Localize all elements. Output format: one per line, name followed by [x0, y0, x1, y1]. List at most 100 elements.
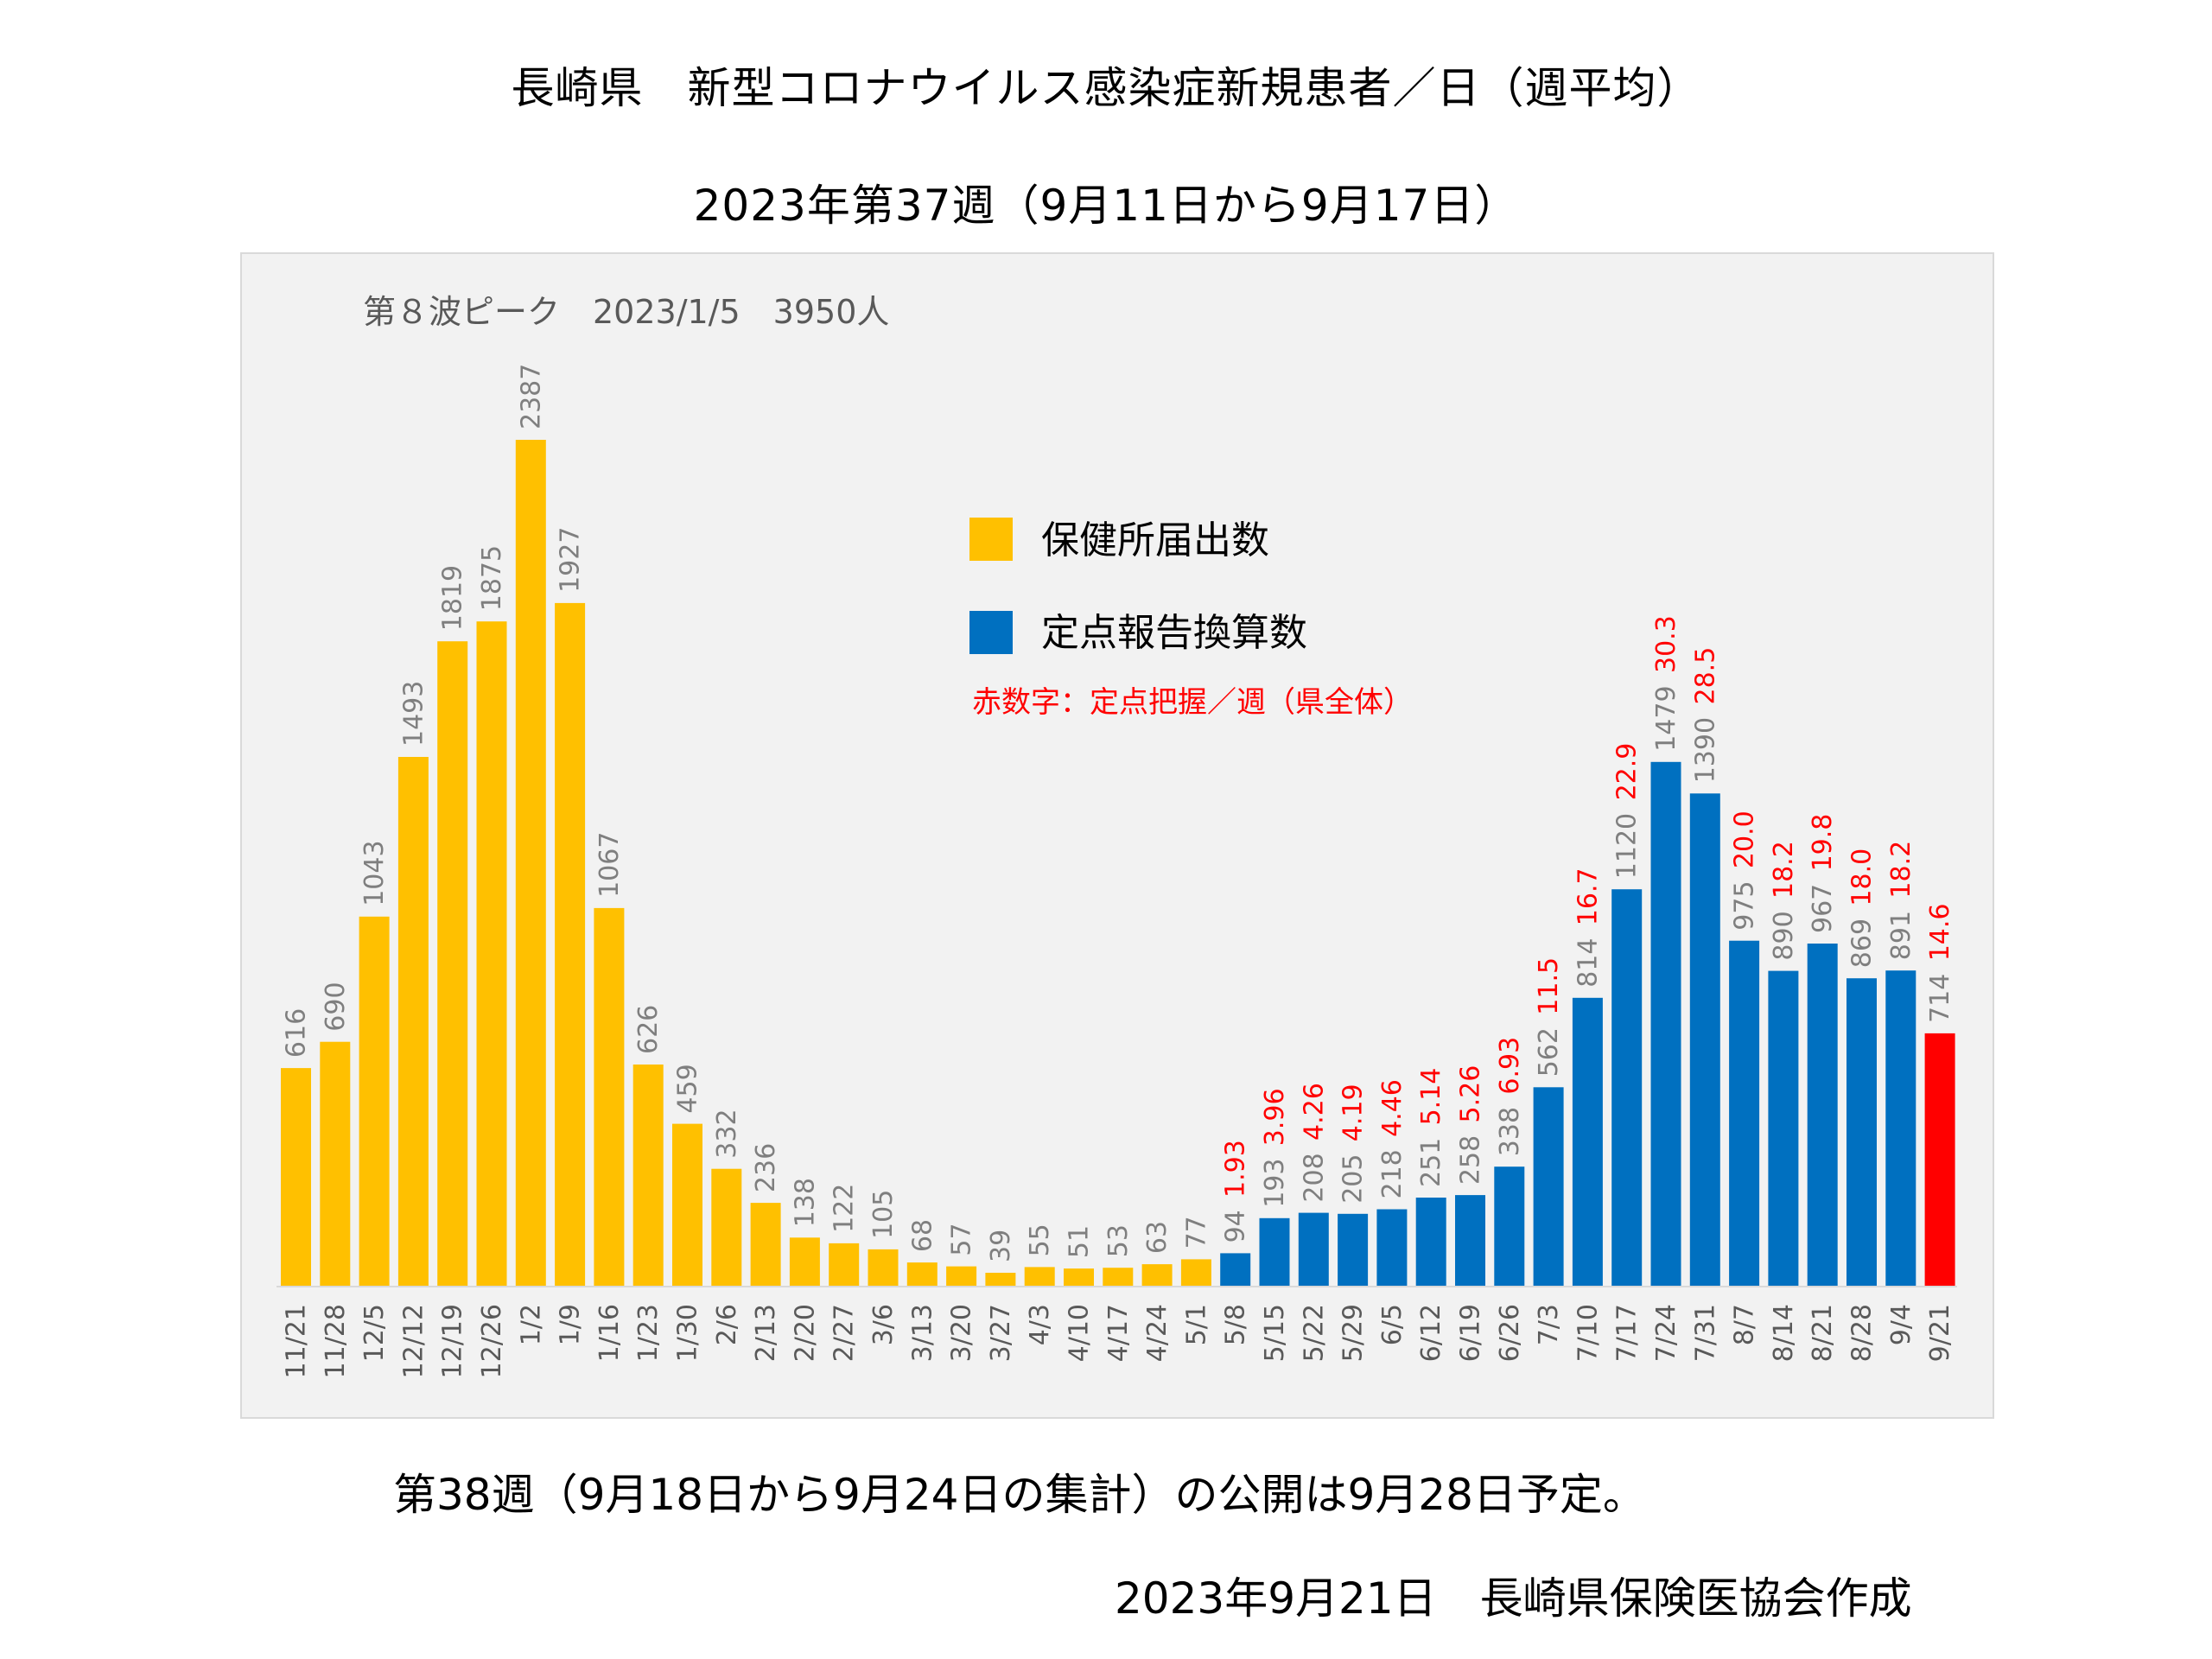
value-label: 1479 — [1651, 685, 1681, 751]
bar-3-13 — [906, 1262, 938, 1287]
x-tick-label: 3/27 — [986, 1304, 1016, 1362]
value-label: 975 — [1730, 880, 1760, 930]
value-label: 94 — [1221, 1210, 1251, 1243]
x-tick-label: 6/5 — [1377, 1304, 1408, 1345]
bar-8-14 — [1768, 970, 1799, 1287]
x-tick-label: 4/10 — [1065, 1304, 1095, 1362]
value-label: 1927 — [556, 527, 586, 593]
bar-2-13 — [750, 1203, 781, 1287]
bar-1-16 — [594, 907, 625, 1287]
sentinel-rate-label: 5.26 — [1456, 1065, 1486, 1123]
sentinel-rate-label: 6.93 — [1495, 1037, 1525, 1095]
x-tick-label: 7/17 — [1612, 1304, 1643, 1362]
value-label: 208 — [1299, 1153, 1329, 1202]
sentinel-rate-label: 4.26 — [1299, 1083, 1329, 1141]
x-tick-label: 2/13 — [751, 1304, 781, 1362]
bar-5-15 — [1259, 1217, 1290, 1287]
value-label: 890 — [1769, 911, 1799, 960]
x-tick-label: 7/31 — [1690, 1304, 1720, 1362]
x-tick-label: 5/22 — [1299, 1304, 1329, 1362]
x-tick-label: 11/28 — [321, 1304, 351, 1378]
x-tick-label: 1/23 — [633, 1304, 664, 1362]
sentinel-rate-label: 4.19 — [1338, 1084, 1369, 1141]
x-tick-label: 2/20 — [790, 1304, 820, 1362]
sentinel-rate-label: 14.6 — [1925, 904, 1955, 962]
bar-6-26 — [1494, 1166, 1525, 1287]
bar-11-21 — [281, 1068, 311, 1287]
x-tick-label: 1/2 — [516, 1304, 546, 1345]
bar-12-12 — [397, 757, 429, 1287]
value-label: 55 — [1025, 1224, 1055, 1256]
value-label: 57 — [947, 1223, 977, 1255]
chart-area: 616 690 1043 1493 1819 1875 2387 1927 1067 626 459… — [240, 252, 1994, 1419]
x-tick-label: 2/6 — [712, 1304, 742, 1345]
legend-note-red-numbers: 赤数字：定点把握／週（県全体） — [972, 685, 1413, 720]
bar-6-19 — [1455, 1195, 1485, 1287]
value-label: 68 — [907, 1219, 938, 1252]
bar-7-24 — [1650, 761, 1681, 1287]
x-tick-label: 8/21 — [1808, 1304, 1838, 1362]
value-label: 138 — [790, 1178, 820, 1227]
bar-7-10 — [1572, 997, 1603, 1287]
value-label: 51 — [1065, 1225, 1095, 1258]
value-label: 77 — [1181, 1216, 1211, 1249]
bar-4-24 — [1141, 1264, 1173, 1287]
bar-chart: 616 690 1043 1493 1819 1875 2387 1927 1067 626 459… — [276, 293, 1957, 1378]
bar-4-3 — [1024, 1267, 1055, 1287]
bar-11-28 — [320, 1041, 351, 1287]
sentinel-rate-label: 30.3 — [1651, 615, 1681, 673]
bar-7-31 — [1689, 793, 1720, 1287]
bar-9-4 — [1885, 970, 1916, 1287]
x-tick-label: 6/26 — [1495, 1304, 1525, 1362]
bar-6-12 — [1415, 1198, 1446, 1287]
x-tick-label: 5/15 — [1260, 1304, 1290, 1362]
x-tick-label: 3/20 — [947, 1304, 977, 1362]
bar-8-7 — [1729, 940, 1760, 1287]
sentinel-rate-label: 28.5 — [1690, 647, 1720, 705]
bar-1-23 — [632, 1065, 664, 1287]
x-tick-label: 5/1 — [1181, 1304, 1211, 1345]
x-tick-label: 8/14 — [1769, 1304, 1799, 1362]
x-tick-label: 12/5 — [359, 1304, 390, 1362]
value-label: 39 — [986, 1230, 1016, 1262]
bar-2-20 — [789, 1237, 820, 1287]
bar-3-20 — [946, 1266, 977, 1287]
page-title: 長崎県 新型コロナウイルス感染症新規患者／日（週平均） — [511, 63, 1701, 113]
value-label: 332 — [712, 1109, 742, 1158]
x-tick-label: 4/24 — [1142, 1304, 1173, 1362]
sentinel-rate-label: 11.5 — [1534, 957, 1564, 1015]
x-tick-label: 7/24 — [1651, 1304, 1681, 1362]
value-label: 251 — [1416, 1138, 1446, 1187]
bar-5-22 — [1298, 1212, 1329, 1287]
value-label: 122 — [830, 1184, 860, 1233]
sentinel-rate-label: 3.96 — [1260, 1088, 1290, 1146]
sentinel-rate-label: 5.14 — [1416, 1068, 1446, 1126]
x-tick-label: 7/10 — [1573, 1304, 1603, 1362]
bar-4-17 — [1103, 1268, 1134, 1287]
x-tick-label: 1/30 — [673, 1304, 703, 1362]
bar-1-2 — [515, 440, 546, 1287]
legend-swatch-sentinel — [969, 611, 1013, 654]
legend: 保健所届出数 定点報告換算数 赤数字：定点把握／週（県全体） — [969, 518, 1413, 720]
value-label: 338 — [1495, 1107, 1525, 1156]
sentinel-rate-label: 22.9 — [1612, 743, 1643, 801]
value-label: 690 — [321, 982, 351, 1031]
bar-8-28 — [1847, 978, 1877, 1287]
value-label: 1819 — [438, 565, 468, 631]
x-tick-labels-layer: 11/21 11/28 12/5 12/12 12/19 12/26 1/2 1/9 1/16 1… — [282, 1304, 1956, 1378]
bar-12-5 — [359, 916, 390, 1287]
x-tick-label: 6/12 — [1416, 1304, 1446, 1362]
x-tick-label: 6/19 — [1456, 1304, 1486, 1362]
x-tick-label: 1/9 — [556, 1304, 586, 1345]
bar-3-27 — [985, 1273, 1016, 1287]
credit-note: 2023年9月21日 長崎県保険医協会作成 — [1115, 1573, 1912, 1624]
x-tick-label: 12/26 — [477, 1304, 507, 1378]
x-tick-label: 3/13 — [907, 1304, 938, 1362]
bar-9-21 — [1924, 1033, 1955, 1287]
x-tick-label: 11/21 — [282, 1304, 312, 1378]
bar-5-1 — [1180, 1259, 1211, 1287]
bar-2-6 — [711, 1168, 742, 1287]
x-tick-label: 9/4 — [1886, 1304, 1916, 1345]
bar-12-19 — [437, 641, 468, 1287]
sentinel-rate-label: 4.46 — [1377, 1079, 1408, 1137]
